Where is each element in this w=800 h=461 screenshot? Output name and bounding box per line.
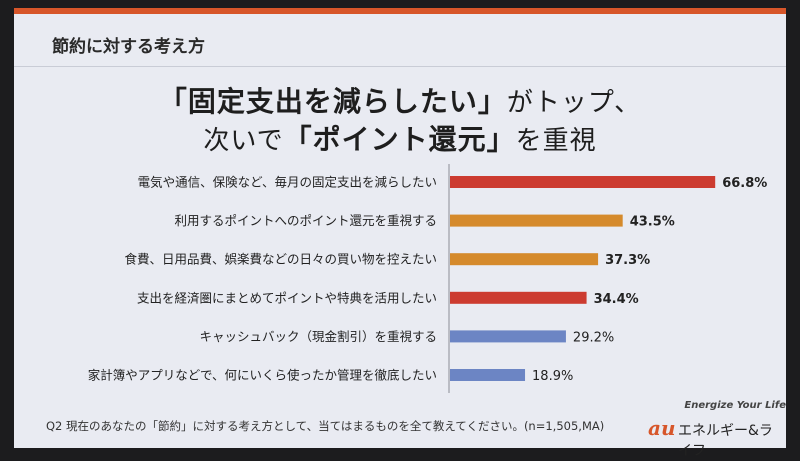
value-label: 29.2% [573,330,614,345]
bar-chart: 電気や通信、保険など、毎月の固定支出を減らしたい 66.8% 利用するポイントへのポ… [88,164,767,393]
category-label: 家計簿やアプリなどで、何にいくら使ったか管理を徹底したい [88,368,437,383]
headline-text-2b: を重視 [515,126,597,156]
value-label: 34.4% [594,292,639,307]
headline-text-1: がトップ、 [506,88,642,118]
value-label: 43.5% [630,215,675,230]
survey-question-note: Q2 現在のあなたの「節約」に対する考え方として、当てはまるものを全て教えてくだ… [46,419,605,433]
value-label: 37.3% [605,253,650,268]
brand-logo: Energize Your Life au エネルギー&ライフ [640,400,786,459]
headline-emphasis-2: 「ポイント還元」 [283,123,516,156]
value-label: 66.8% [722,176,767,191]
bar [450,176,716,188]
bar [450,369,526,381]
category-label: 電気や通信、保険など、毎月の固定支出を減らしたい [138,175,437,190]
logo-brand-name: エネルギー&ライフ [678,423,773,459]
headline-text-2a: 次いで [203,126,284,156]
bar [450,330,566,343]
slide-header: 節約に対する考え方 [14,20,786,67]
category-label: 利用するポイントへのポイント還元を重視する [174,213,437,228]
bar [450,214,623,227]
logo-tagline: Energize Your Life [684,400,786,411]
value-label: 18.9% [532,369,573,384]
slide: 節約に対する考え方 「固定支出を減らしたい」がトップ、 次いで「ポイント還元」を… [14,8,786,459]
category-label: 支出を経済圏にまとめてポイントや特典を活用したい [137,290,437,305]
page-title: 節約に対する考え方 [52,37,205,57]
category-label: キャッシュバック（現金割引）を重視する [199,329,437,344]
bar [450,253,599,266]
bar [450,291,587,304]
category-label: 食費、日用品費、娯楽費などの日々の買い物を控えたい [124,252,437,267]
headline-line-2: 次いで「ポイント還元」を重視 [14,118,786,158]
au-logo-mark: au [648,416,676,440]
headline-line-1: 「固定支出を減らしたい」がトップ、 [14,80,786,120]
headline-emphasis-1: 「固定支出を減らしたい」 [158,85,507,118]
